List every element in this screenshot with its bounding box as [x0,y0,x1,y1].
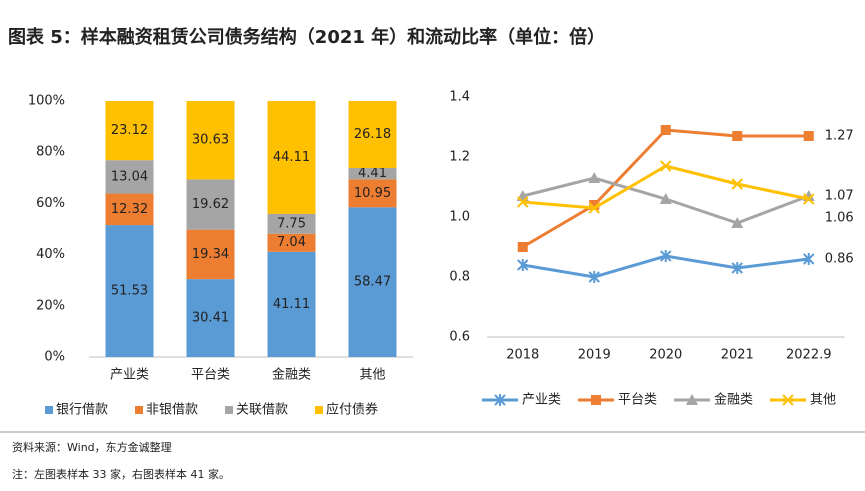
legend-label: 平台类 [618,393,657,408]
bar-segment [105,160,154,194]
data-label: 19.34 [192,247,229,262]
data-label: 13.04 [111,169,148,184]
data-label: 51.53 [111,284,148,299]
bar-segment [186,179,235,230]
x-tick-label: 2020 [649,348,682,363]
marker [803,131,814,141]
bar-segment [105,100,154,161]
marker [588,202,600,214]
marker [660,250,672,262]
legend-swatch [135,406,143,414]
marker [588,172,601,183]
note: 注：左图表样本 33 家，右图表样本 41 家。 [12,467,230,481]
data-label: 1.06 [825,211,854,226]
marker [660,160,672,172]
x-tick-label: 其他 [359,368,385,383]
legend-swatch [315,406,323,414]
bar-segment [267,251,316,357]
legend-label: 非银借款 [146,403,198,418]
data-label: 4.41 [358,166,387,181]
y-tick-label: 40% [36,247,65,262]
y-tick-label: 1.2 [449,150,470,165]
bar-segment [186,229,235,280]
source: 资料来源：Wind，东方金诚整理 [12,440,172,454]
y-tick-label: 0.8 [449,270,470,285]
bar-segment [186,279,235,357]
legend-label: 产业类 [522,393,561,408]
legend-label: 金融类 [714,392,753,408]
y-tick-label: 80% [36,145,65,160]
bar-segment [267,233,316,252]
data-label: 58.47 [354,275,391,290]
data-label: 10.95 [354,186,391,201]
y-tick-label: 1.0 [449,210,470,225]
marker [591,395,601,405]
legend-label: 其他 [810,393,836,408]
marker [731,217,744,228]
bar-segment [267,100,316,214]
y-tick-label: 60% [36,196,65,211]
bar-segment [186,101,235,180]
data-label: 23.12 [111,123,148,138]
bar-segment [267,213,316,234]
bar-segment [348,100,397,168]
x-tick-label: 2022.9 [786,348,832,363]
figure-title: 图表 5：样本融资租赁公司债务结构（2021 年）和流动比率（单位：倍） [8,26,605,48]
data-label: 7.75 [277,216,306,231]
y-tick-label: 1.4 [449,90,470,105]
legend-label: 应付债券 [326,402,378,418]
marker [803,253,815,265]
x-tick-label: 平台类 [191,368,230,383]
marker [731,262,743,274]
bar-segment [348,179,397,208]
x-tick-label: 2021 [721,348,754,363]
marker [659,193,672,204]
bar-segment [105,193,154,226]
data-label: 1.07 [825,189,854,204]
bar-segment [348,207,397,357]
marker [494,394,506,406]
legend-label: 银行借款 [56,403,108,418]
marker [517,242,528,252]
marker [732,131,743,141]
marker [517,259,529,271]
legend-swatch [225,406,233,414]
data-label: 1.27 [825,129,854,144]
x-tick-label: 2018 [506,348,539,363]
y-tick-label: 0% [44,350,65,365]
y-tick-label: 20% [36,298,65,313]
marker [588,271,600,283]
data-label: 19.62 [192,197,229,212]
bar-segment [105,225,154,357]
y-tick-label: 0.6 [449,330,470,345]
marker [589,200,600,210]
legend-swatch [45,406,53,414]
data-label: 44.11 [273,150,310,165]
marker [803,193,815,205]
x-tick-label: 产业类 [110,368,149,383]
marker [782,394,794,406]
legend-label: 关联借款 [236,403,288,418]
data-label: 12.32 [111,202,148,217]
data-label: 41.11 [273,297,310,312]
marker [517,196,529,208]
data-label: 7.04 [277,235,306,250]
marker [686,394,698,405]
y-tick-label: 100% [28,94,65,109]
data-label: 26.18 [354,127,391,142]
data-label: 30.41 [192,311,229,326]
bar-segment [348,167,397,180]
x-tick-label: 2019 [578,348,611,363]
data-label: 30.63 [192,133,229,148]
data-label: 0.86 [825,252,854,267]
x-tick-label: 金融类 [272,367,311,383]
marker [731,178,743,190]
marker [660,125,671,135]
